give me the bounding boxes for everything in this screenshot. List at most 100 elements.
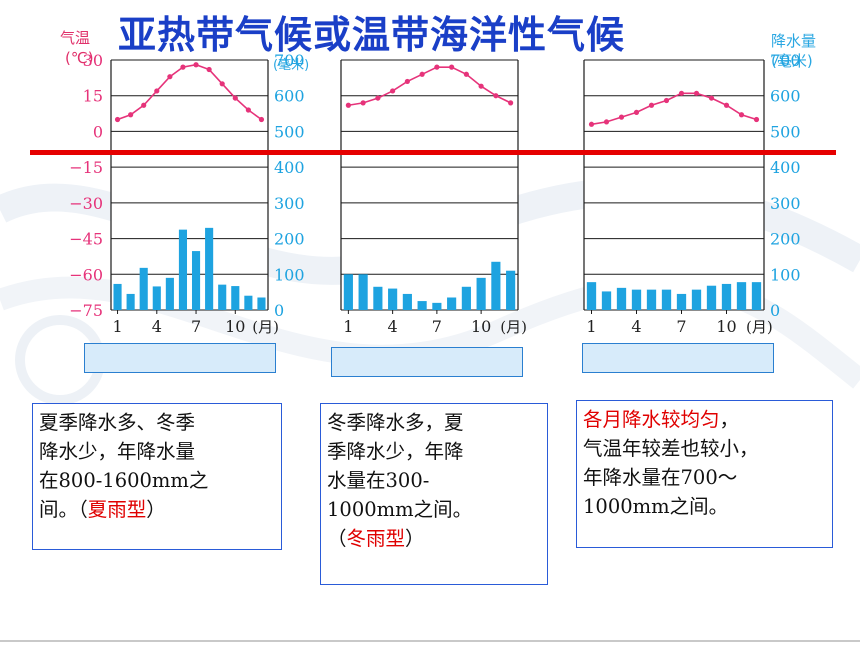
precip-bar xyxy=(586,282,597,310)
plot-area xyxy=(111,60,268,310)
desc3-line4: 1000mm之间。 xyxy=(583,495,729,518)
temperature-point xyxy=(345,102,351,108)
temperature-point xyxy=(463,71,469,77)
temperature-point xyxy=(154,88,160,94)
precip-bar xyxy=(191,251,201,310)
summer-rain-type: 夏雨型 xyxy=(87,498,147,521)
temp-tick-label: −45 xyxy=(69,230,103,249)
precip-bar xyxy=(126,293,135,310)
temperature-point xyxy=(360,100,366,106)
precip-bar xyxy=(476,277,486,310)
desc2-line2: 季降水少，年降 xyxy=(327,440,464,463)
temperature-point xyxy=(508,100,514,106)
precip-bar xyxy=(417,301,427,310)
description-box-even-rain: 各月降水较均匀， 气温年较差也较小， 年降水量在700～ 1000mm之间。 xyxy=(576,400,833,548)
temperature-point xyxy=(738,112,745,118)
temperature-point xyxy=(478,83,484,89)
desc2-line5: （冬雨型） xyxy=(327,524,543,553)
precip-tick-label: 0 xyxy=(274,301,284,320)
precip-bar xyxy=(257,297,266,310)
precip-bar xyxy=(646,289,657,310)
desc3-line2: 气温年较差也较小， xyxy=(583,437,759,460)
temp-axis-unit: (℃) xyxy=(65,49,94,67)
precip-bar xyxy=(706,285,717,310)
x-tick-label: 1 xyxy=(343,317,353,336)
answer-box-1[interactable] xyxy=(84,343,276,373)
precip-bar xyxy=(751,282,762,310)
precip-bar xyxy=(388,288,398,310)
precip-bar xyxy=(432,302,442,310)
temperature-point xyxy=(708,95,715,101)
precip-bar xyxy=(231,286,240,310)
answer-box-2[interactable] xyxy=(331,347,523,377)
precip-bar xyxy=(601,291,612,310)
x-tick-label: 7 xyxy=(432,317,442,336)
description-box-summer-rain: 夏季降水多、冬季 降水少，年降水量 在800-1600mm之 间。（夏雨型） xyxy=(32,403,282,550)
month-unit-label: (月) xyxy=(500,318,527,336)
temperature-point xyxy=(390,88,396,94)
precip-tick-label: 600 xyxy=(770,87,801,106)
precip-bar xyxy=(736,282,747,310)
temp-tick-label: 30 xyxy=(83,51,103,70)
temperature-point xyxy=(648,102,655,108)
precip-tick-label: 300 xyxy=(770,194,801,213)
precip-axis-unit-chart3: (毫米) xyxy=(771,52,813,70)
x-tick-label: 4 xyxy=(388,317,398,336)
chart-2: 1 4 7 10 (月) xyxy=(340,59,527,336)
x-tick-label: 10 xyxy=(471,317,491,336)
winter-rain-type: 冬雨型 xyxy=(346,527,406,550)
desc3-line1: 各月降水较均匀， xyxy=(583,405,828,434)
temperature-point xyxy=(678,90,685,96)
temp-tick-label: 15 xyxy=(83,87,103,106)
temperature-point xyxy=(434,64,440,70)
temp-tick-label: −75 xyxy=(69,301,103,320)
answer-box-3[interactable] xyxy=(582,343,774,373)
desc2-line4: 1000mm之间。 xyxy=(327,498,473,521)
desc3-suffix: ， xyxy=(719,408,740,431)
temp-tick-label: 0 xyxy=(93,122,103,141)
x-tick-label: 7 xyxy=(676,317,686,336)
precip-bar xyxy=(218,284,227,310)
temperature-point xyxy=(663,97,670,104)
precip-bar xyxy=(491,261,501,310)
temperature-point xyxy=(693,90,700,96)
precip-tick-label: 200 xyxy=(770,230,801,249)
precip-tick-label: 700 xyxy=(770,51,801,70)
temperature-point xyxy=(128,112,134,118)
x-tick-label: 7 xyxy=(191,317,201,336)
desc1-prefix: 间。（ xyxy=(39,498,88,521)
chart-1: 1 4 7 10 (月) 30 15 0 −15 −30 −45 −60 −75 700 600 500 400… xyxy=(69,51,304,336)
precip-tick-label: 300 xyxy=(274,194,305,213)
precip-axis-title-chart3: 降水量 xyxy=(771,32,817,50)
temperature-point xyxy=(206,66,212,73)
temperature-point xyxy=(493,93,499,99)
precip-bar xyxy=(691,289,702,310)
precip-bar xyxy=(358,274,368,310)
temperature-point xyxy=(258,116,265,123)
desc1-line1: 夏季降水多、冬季 xyxy=(39,411,196,434)
temperature-point xyxy=(588,121,595,127)
precip-bar xyxy=(205,227,214,310)
precip-tick-label: 200 xyxy=(274,230,305,249)
precip-bar xyxy=(721,283,732,310)
x-tick-label: 4 xyxy=(631,317,641,336)
temperature-point xyxy=(723,102,730,108)
plot-area xyxy=(341,60,518,310)
precip-bar xyxy=(461,286,471,310)
precip-bar xyxy=(616,287,627,310)
precip-tick-label: 400 xyxy=(770,158,801,177)
temperature-point xyxy=(449,64,455,70)
temperature-point xyxy=(232,95,238,101)
plot-area xyxy=(584,60,764,310)
temperature-line xyxy=(117,63,262,121)
precip-bar xyxy=(152,286,161,310)
temperature-point xyxy=(618,114,625,120)
page-title: 亚热带气候或温带海洋性气候 xyxy=(118,13,626,57)
temp-axis-title: 气温 xyxy=(60,29,91,47)
desc2-line3: 水量在300- xyxy=(327,469,430,492)
x-tick-label: 1 xyxy=(112,317,122,336)
precip-tick-label: 700 xyxy=(274,51,305,70)
desc2-prefix: （ xyxy=(327,527,347,550)
precip-bar xyxy=(676,293,687,310)
desc2-suffix: ） xyxy=(405,527,425,550)
